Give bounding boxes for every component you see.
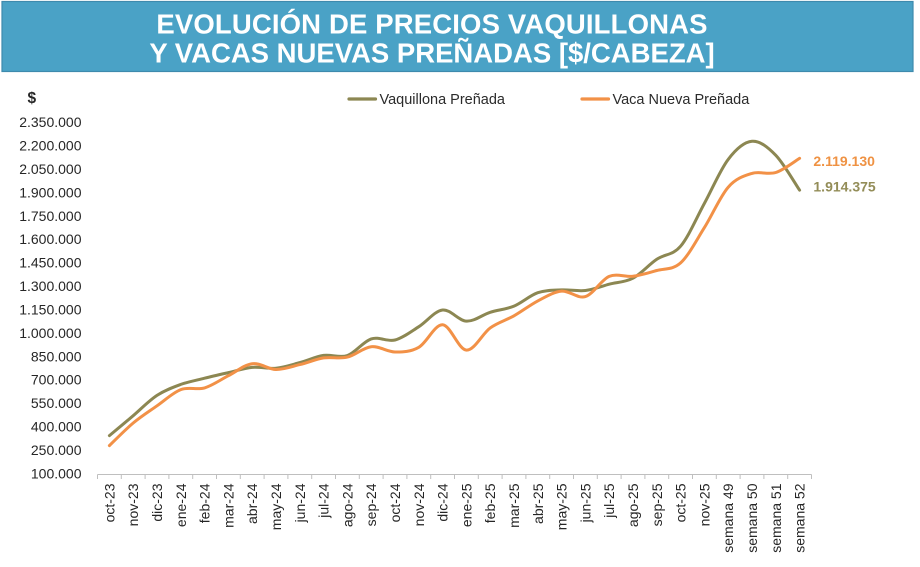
svg-text:250.000: 250.000 xyxy=(31,442,82,458)
svg-text:2.050.000: 2.050.000 xyxy=(19,161,81,177)
svg-text:2.119.130: 2.119.130 xyxy=(813,153,875,169)
svg-text:semana 50: semana 50 xyxy=(744,483,760,552)
svg-text:sep-24: sep-24 xyxy=(363,483,379,526)
svg-text:sep-25: sep-25 xyxy=(649,483,665,526)
svg-text:1.750.000: 1.750.000 xyxy=(19,208,81,224)
svg-text:Vaquillona Preñada: Vaquillona Preñada xyxy=(380,92,506,108)
svg-text:dic-24: dic-24 xyxy=(435,483,451,521)
svg-text:700.000: 700.000 xyxy=(31,372,82,388)
svg-text:400.000: 400.000 xyxy=(31,419,82,435)
svg-text:ene-24: ene-24 xyxy=(173,483,189,527)
svg-text:550.000: 550.000 xyxy=(31,395,82,411)
svg-text:semana 49: semana 49 xyxy=(720,483,736,552)
svg-text:2.350.000: 2.350.000 xyxy=(19,114,81,130)
svg-text:Y VACAS NUEVAS PREÑADAS [$/CAB: Y VACAS NUEVAS PREÑADAS [$/CABEZA] xyxy=(149,37,714,68)
svg-text:semana 51: semana 51 xyxy=(768,483,784,552)
svg-text:ago-25: ago-25 xyxy=(625,483,641,527)
svg-text:1.600.000: 1.600.000 xyxy=(19,231,81,247)
svg-text:1.450.000: 1.450.000 xyxy=(19,255,81,271)
svg-text:ene-25: ene-25 xyxy=(458,483,474,527)
svg-text:mar-24: mar-24 xyxy=(220,483,236,528)
svg-text:ago-24: ago-24 xyxy=(339,483,355,527)
svg-text:1.150.000: 1.150.000 xyxy=(19,302,81,318)
svg-text:2.200.000: 2.200.000 xyxy=(19,138,81,154)
svg-text:1.900.000: 1.900.000 xyxy=(19,184,81,200)
svg-text:$: $ xyxy=(28,90,37,107)
svg-text:jun-25: jun-25 xyxy=(577,483,593,523)
svg-text:1.000.000: 1.000.000 xyxy=(19,325,81,341)
svg-text:abr-24: abr-24 xyxy=(244,483,260,524)
svg-text:100.000: 100.000 xyxy=(31,465,82,481)
svg-text:jul-25: jul-25 xyxy=(601,483,617,518)
svg-text:may-25: may-25 xyxy=(554,483,570,530)
svg-text:jul-24: jul-24 xyxy=(316,483,332,518)
svg-text:1.300.000: 1.300.000 xyxy=(19,278,81,294)
svg-text:nov-25: nov-25 xyxy=(696,483,712,526)
svg-text:dic-23: dic-23 xyxy=(149,483,165,521)
svg-text:feb-24: feb-24 xyxy=(197,483,213,523)
svg-text:may-24: may-24 xyxy=(268,483,284,530)
svg-text:jun-24: jun-24 xyxy=(292,483,308,523)
svg-text:Vaca Nueva Preñada: Vaca Nueva Preñada xyxy=(613,92,751,108)
svg-text:850.000: 850.000 xyxy=(31,348,82,364)
svg-text:nov-23: nov-23 xyxy=(125,483,141,526)
svg-text:feb-25: feb-25 xyxy=(482,483,498,523)
svg-text:semana 52: semana 52 xyxy=(792,483,808,552)
svg-text:oct-23: oct-23 xyxy=(101,483,117,522)
svg-text:EVOLUCIÓN DE PRECIOS VAQUILLON: EVOLUCIÓN DE PRECIOS VAQUILLONAS xyxy=(156,9,707,40)
svg-text:mar-25: mar-25 xyxy=(506,483,522,528)
svg-text:abr-25: abr-25 xyxy=(530,483,546,524)
svg-text:nov-24: nov-24 xyxy=(411,483,427,526)
svg-text:oct-25: oct-25 xyxy=(673,483,689,522)
svg-text:1.914.375: 1.914.375 xyxy=(813,178,875,194)
svg-text:oct-24: oct-24 xyxy=(387,483,403,522)
